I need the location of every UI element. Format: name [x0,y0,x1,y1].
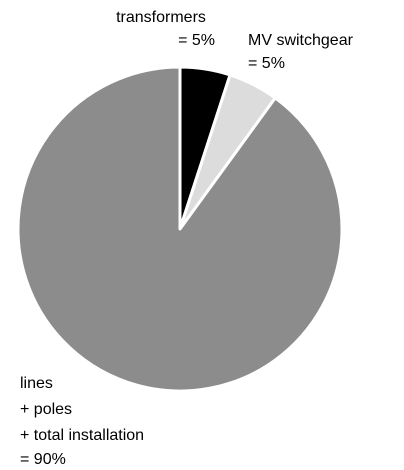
value-label: = 90% [20,451,66,468]
pie-slice [16,65,344,393]
value-label: = 5% [178,32,215,49]
value-label: = 5% [248,55,285,72]
slice-label: MV switchgear [248,32,354,49]
slice-label: transformers [116,9,206,26]
slice-label: + total installation [20,427,144,444]
slice-label: lines [20,375,53,392]
slice-label: + poles [20,401,72,418]
